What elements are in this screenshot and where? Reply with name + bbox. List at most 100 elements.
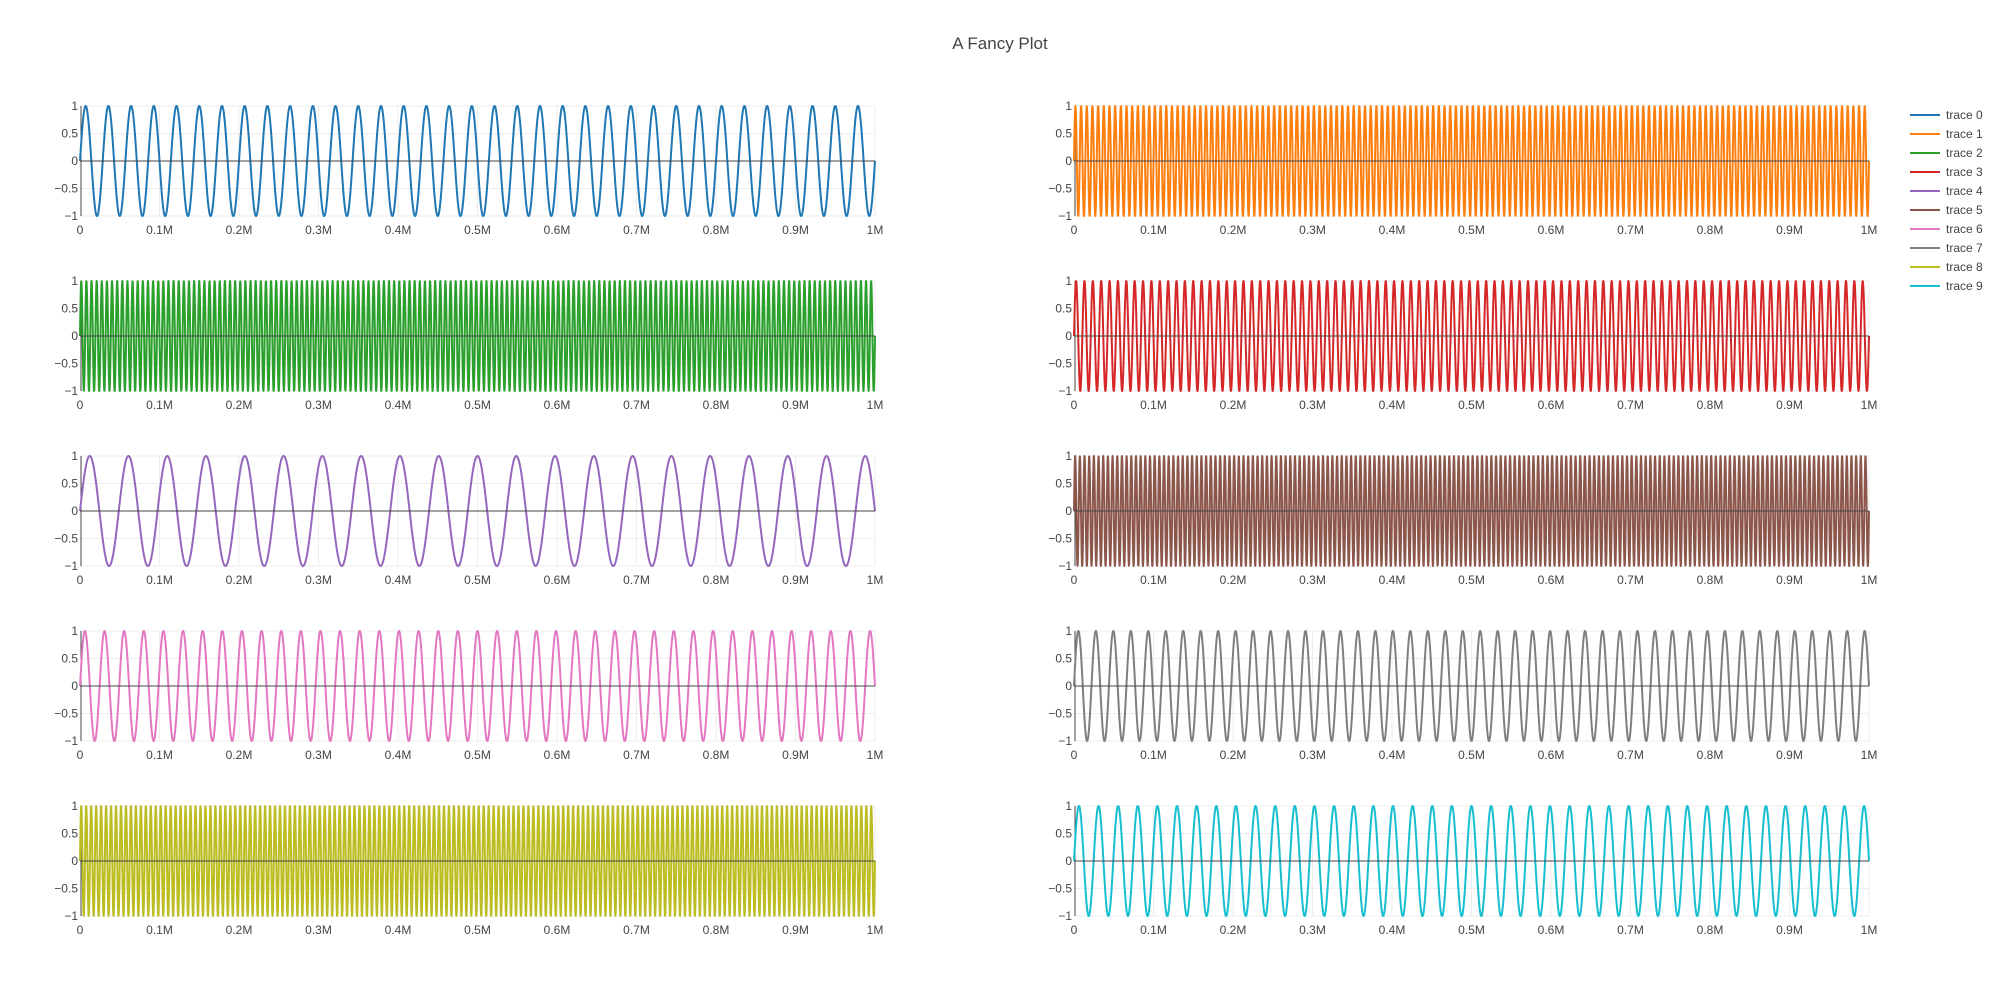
y-tick-label: −1 <box>64 209 78 223</box>
y-tick-label: 1 <box>71 799 78 813</box>
x-tick-label: 0.5M <box>464 223 491 237</box>
x-tick-label: 0.6M <box>1538 923 1565 937</box>
series-line-trace-6 <box>79 630 876 742</box>
x-tick-label: 0 <box>77 223 84 237</box>
y-tick-label: 0 <box>71 854 78 868</box>
y-tick-label: −1 <box>64 734 78 748</box>
x-tick-label: 0.3M <box>1299 223 1326 237</box>
subplot-6: 0 0.1M 0.2M 0.3M 0.4M 0.5M 0.6M 0.7M 0.8M 0.9M 1M −… <box>54 624 883 762</box>
y-tick-label: −0.5 <box>54 182 78 196</box>
x-tick-label: 0.7M <box>1617 923 1644 937</box>
y-tick-label: 0 <box>71 329 78 343</box>
x-tick-label: 0.1M <box>1140 748 1167 762</box>
legend-label: trace 7 <box>1946 241 1983 255</box>
legend-item-trace-9[interactable]: trace 9 <box>1910 279 1983 293</box>
x-tick-label: 0.1M <box>146 923 173 937</box>
x-tick-label: 0.8M <box>703 923 730 937</box>
y-tick-label: 1 <box>71 624 78 638</box>
y-tick-label: 1 <box>1065 274 1072 288</box>
x-tick-label: 0.4M <box>385 398 412 412</box>
legend-item-trace-7[interactable]: trace 7 <box>1910 241 1983 255</box>
legend[interactable]: trace 0 trace 1 trace 2 trace 3 trace 4 trace… <box>1910 108 1983 293</box>
x-tick-label: 0.8M <box>1697 398 1724 412</box>
legend-label: trace 6 <box>1946 222 1983 236</box>
x-tick-label: 0 <box>1071 398 1078 412</box>
y-tick-label: 1 <box>71 99 78 113</box>
x-tick-label: 1M <box>1861 223 1878 237</box>
x-tick-label: 0.2M <box>1220 923 1247 937</box>
x-tick-label: 0 <box>1071 923 1078 937</box>
y-tick-label: −0.5 <box>1048 182 1072 196</box>
x-tick-label: 0.4M <box>385 573 412 587</box>
x-tick-label: 0.9M <box>1776 223 1803 237</box>
x-tick-label: 0.9M <box>1776 398 1803 412</box>
legend-item-trace-8[interactable]: trace 8 <box>1910 260 1983 274</box>
x-tick-label: 1M <box>1861 398 1878 412</box>
x-tick-label: 0.9M <box>1776 573 1803 587</box>
x-tick-label: 0 <box>1071 223 1078 237</box>
legend-item-trace-6[interactable]: trace 6 <box>1910 222 1983 236</box>
x-tick-label: 0.5M <box>464 923 491 937</box>
y-tick-label: −1 <box>1058 384 1072 398</box>
x-tick-label: 0.9M <box>782 748 809 762</box>
x-tick-label: 0.1M <box>146 398 173 412</box>
x-tick-label: 0.1M <box>1140 398 1167 412</box>
x-tick-label: 0 <box>77 748 84 762</box>
y-tick-label: 0.5 <box>61 827 78 841</box>
x-tick-label: 0.6M <box>1538 398 1565 412</box>
x-tick-label: 0.4M <box>1379 223 1406 237</box>
subplot-2: 0 0.1M 0.2M 0.3M 0.4M 0.5M 0.6M 0.7M 0.8M 0.9M 1M −… <box>54 274 883 412</box>
y-tick-label: 0.5 <box>61 477 78 491</box>
legend-item-trace-5[interactable]: trace 5 <box>1910 203 1983 217</box>
x-tick-label: 0.3M <box>305 573 332 587</box>
x-tick-label: 0.8M <box>703 573 730 587</box>
y-tick-label: 0.5 <box>1055 477 1072 491</box>
x-tick-label: 0.1M <box>1140 923 1167 937</box>
x-tick-label: 0.3M <box>1299 398 1326 412</box>
x-tick-label: 0.7M <box>623 923 650 937</box>
y-tick-label: −0.5 <box>1048 882 1072 896</box>
subplot-4: 0 0.1M 0.2M 0.3M 0.4M 0.5M 0.6M 0.7M 0.8M 0.9M 1M −… <box>54 449 883 587</box>
legend-label: trace 8 <box>1946 260 1983 274</box>
x-tick-label: 0.8M <box>1697 923 1724 937</box>
y-tick-label: 0.5 <box>61 302 78 316</box>
x-tick-label: 0.1M <box>146 223 173 237</box>
x-tick-label: 0.3M <box>305 923 332 937</box>
legend-item-trace-2[interactable]: trace 2 <box>1910 146 1983 160</box>
y-tick-label: −0.5 <box>1048 357 1072 371</box>
x-tick-label: 0.7M <box>623 398 650 412</box>
y-tick-label: 1 <box>1065 624 1072 638</box>
legend-label: trace 2 <box>1946 146 1983 160</box>
y-tick-label: 1 <box>1065 449 1072 463</box>
y-tick-label: −0.5 <box>54 532 78 546</box>
y-tick-label: 0 <box>1065 854 1072 868</box>
y-tick-label: −1 <box>1058 909 1072 923</box>
x-tick-label: 0.4M <box>385 223 412 237</box>
legend-item-trace-3[interactable]: trace 3 <box>1910 165 1983 179</box>
x-tick-label: 0.7M <box>1617 223 1644 237</box>
x-tick-label: 0.7M <box>623 223 650 237</box>
x-tick-label: 0.4M <box>1379 573 1406 587</box>
legend-item-trace-0[interactable]: trace 0 <box>1910 108 1983 122</box>
x-tick-label: 0.6M <box>544 398 571 412</box>
series-line-trace-9 <box>1073 805 1870 917</box>
x-tick-label: 0.2M <box>226 573 253 587</box>
x-tick-label: 0.1M <box>146 748 173 762</box>
y-tick-label: 0.5 <box>1055 127 1072 141</box>
x-tick-label: 1M <box>1861 923 1878 937</box>
x-tick-label: 0.9M <box>1776 923 1803 937</box>
legend-item-trace-1[interactable]: trace 1 <box>1910 127 1983 141</box>
x-tick-label: 0.5M <box>464 748 491 762</box>
series-line-trace-7 <box>1073 630 1870 742</box>
x-tick-label: 0.6M <box>1538 748 1565 762</box>
subplot-7: 0 0.1M 0.2M 0.3M 0.4M 0.5M 0.6M 0.7M 0.8M 0.9M 1M −… <box>1048 624 1877 762</box>
y-tick-label: −1 <box>1058 559 1072 573</box>
x-tick-label: 0.6M <box>544 923 571 937</box>
y-tick-label: 0 <box>71 504 78 518</box>
y-tick-label: 0 <box>1065 679 1072 693</box>
x-tick-label: 0.2M <box>226 398 253 412</box>
x-tick-label: 0.4M <box>1379 748 1406 762</box>
legend-item-trace-4[interactable]: trace 4 <box>1910 184 1983 198</box>
x-tick-label: 1M <box>1861 748 1878 762</box>
x-tick-label: 0 <box>1071 573 1078 587</box>
